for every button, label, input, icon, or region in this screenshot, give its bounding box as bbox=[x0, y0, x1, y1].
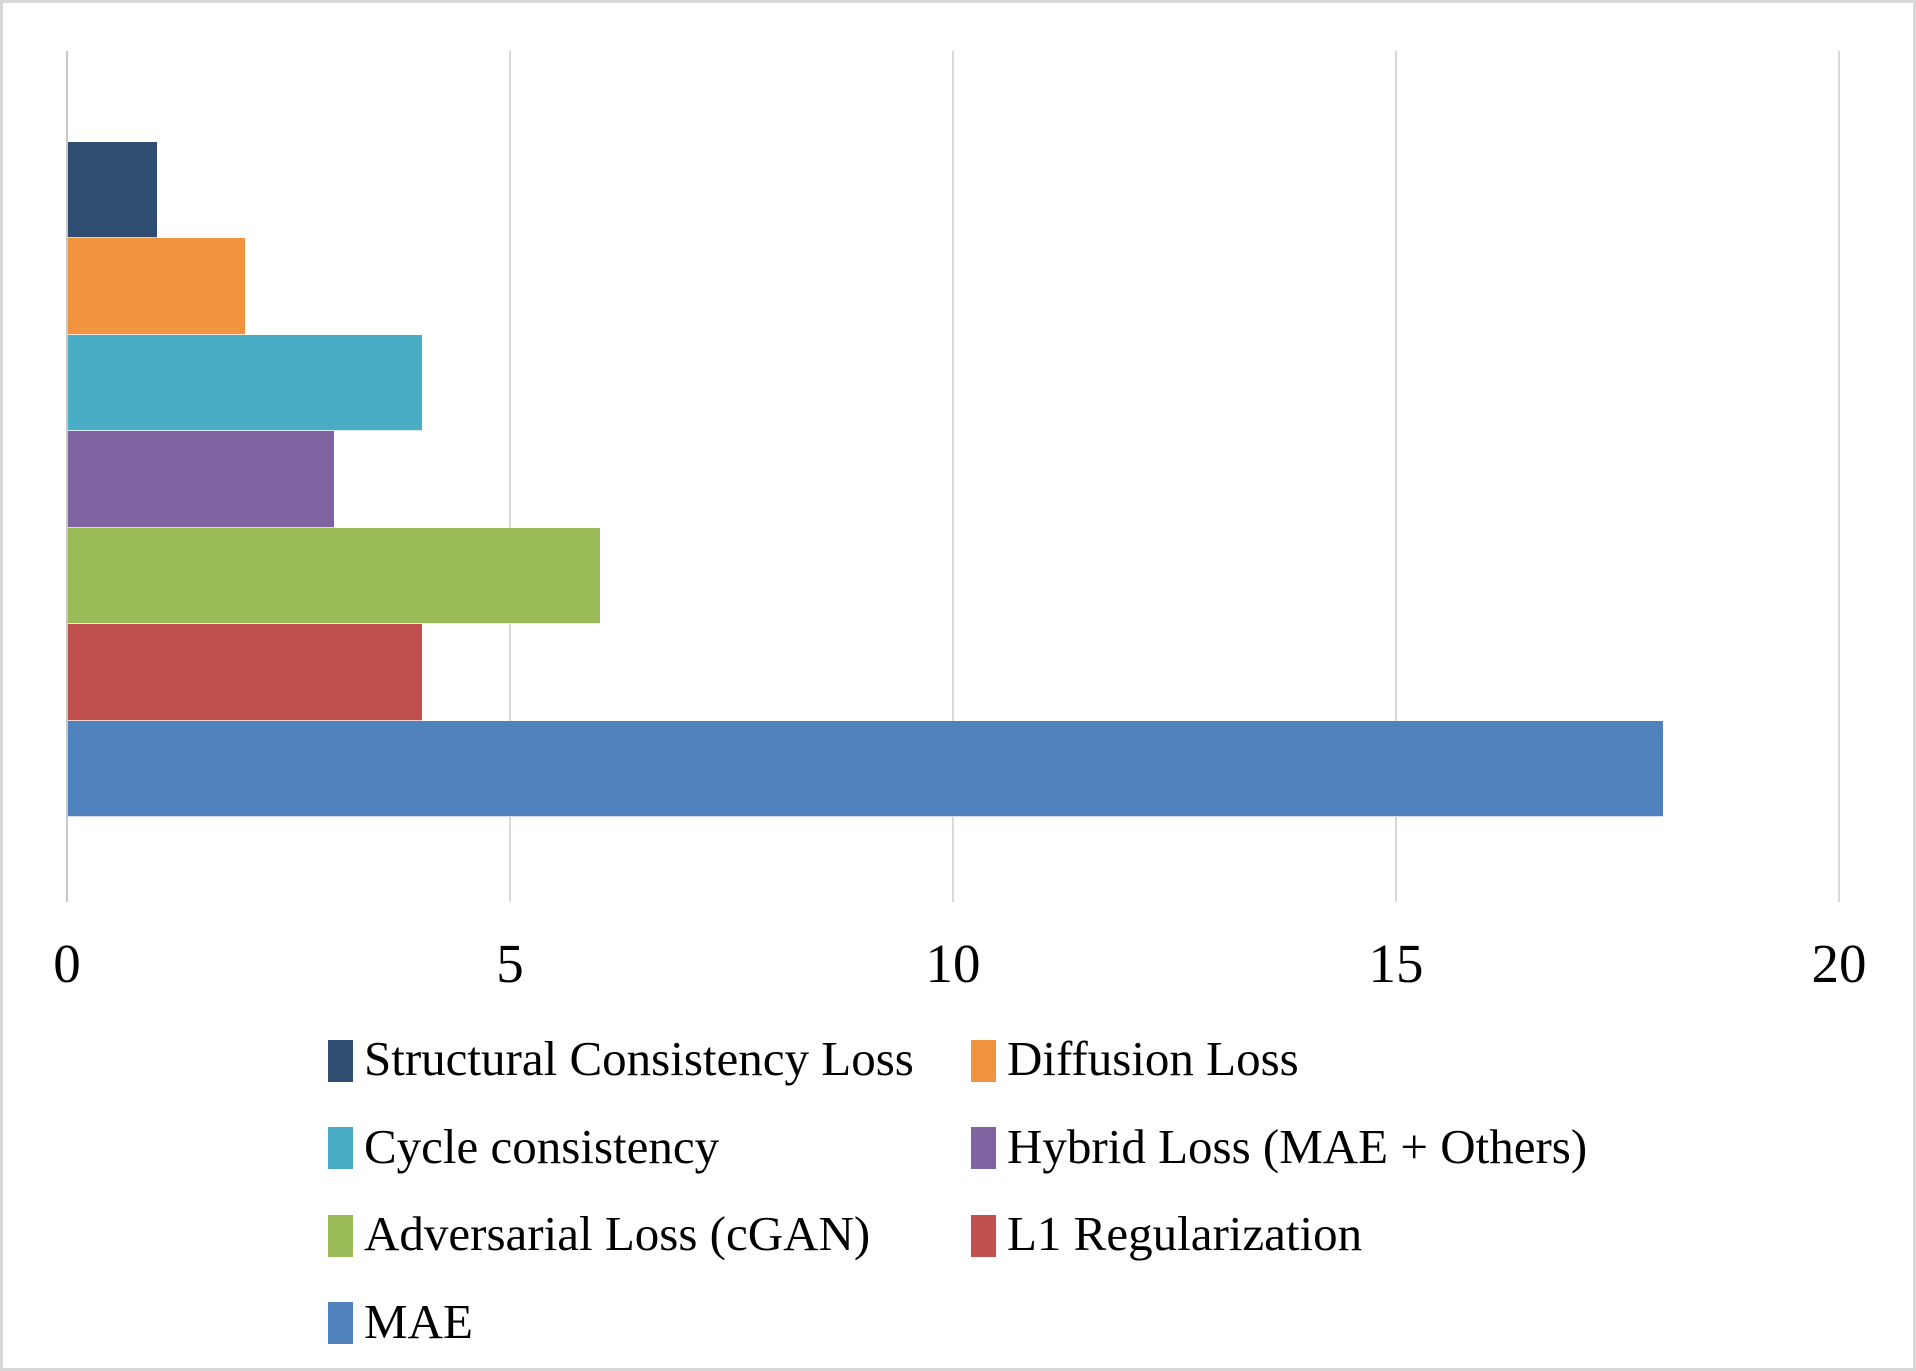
bar-cycle-consistency bbox=[68, 334, 423, 432]
x-axis-tick-label: 20 bbox=[1811, 933, 1867, 994]
legend-label: Adversarial Loss (cGAN) bbox=[364, 1206, 871, 1262]
legend-item: Structural Consistency Loss bbox=[328, 1031, 971, 1087]
legend: Structural Consistency Loss Diffusion Los… bbox=[328, 1017, 1671, 1367]
plot-area: 0 5 10 15 20 bbox=[3, 3, 1913, 1368]
legend-label: Diffusion Loss bbox=[1007, 1031, 1299, 1087]
legend-item: MAE bbox=[328, 1293, 971, 1349]
legend-swatch-icon bbox=[328, 1127, 353, 1170]
x-axis-tick-label: 10 bbox=[925, 933, 981, 994]
gridline bbox=[1395, 51, 1397, 902]
bar-structural-consistency-loss bbox=[68, 142, 157, 239]
gridline bbox=[952, 51, 954, 902]
bar-l1-regularization bbox=[68, 624, 423, 721]
bar-diffusion-loss bbox=[68, 238, 246, 335]
legend-item: Adversarial Loss (cGAN) bbox=[328, 1206, 971, 1262]
legend-swatch-icon bbox=[328, 1214, 353, 1257]
x-axis-tick-label: 15 bbox=[1368, 933, 1424, 994]
legend-label: Cycle consistency bbox=[364, 1118, 720, 1174]
bar-hybrid-loss-mae-others bbox=[68, 431, 334, 528]
x-axis-tick-label: 5 bbox=[496, 933, 524, 994]
x-axis-tick-label: 0 bbox=[53, 933, 81, 994]
legend-label: Structural Consistency Loss bbox=[364, 1031, 914, 1087]
legend-item: L1 Regularization bbox=[971, 1206, 1671, 1262]
legend-swatch-icon bbox=[328, 1039, 353, 1082]
category-axis-line bbox=[66, 51, 68, 902]
legend-swatch-icon bbox=[971, 1127, 996, 1170]
gridline bbox=[509, 51, 511, 902]
legend-swatch-icon bbox=[328, 1302, 353, 1345]
gridline bbox=[1838, 51, 1840, 902]
bar-mae bbox=[68, 720, 1663, 817]
legend-item: Hybrid Loss (MAE + Others) bbox=[971, 1118, 1671, 1174]
legend-label: L1 Regularization bbox=[1007, 1206, 1363, 1262]
legend-swatch-icon bbox=[971, 1214, 996, 1257]
legend-label: Hybrid Loss (MAE + Others) bbox=[1007, 1118, 1588, 1174]
bar-adversarial-loss-cgan bbox=[68, 527, 600, 625]
legend-swatch-icon bbox=[971, 1039, 996, 1082]
legend-label: MAE bbox=[364, 1293, 473, 1349]
legend-item: Cycle consistency bbox=[328, 1118, 971, 1174]
legend-item: Diffusion Loss bbox=[971, 1031, 1671, 1087]
